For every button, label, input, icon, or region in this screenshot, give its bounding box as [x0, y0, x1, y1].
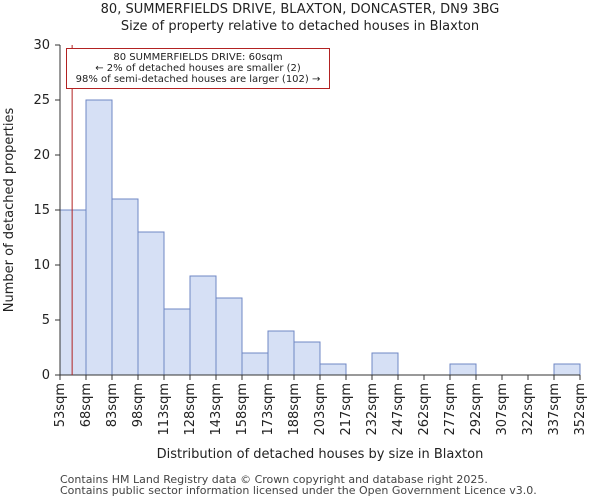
y-tick-label: 5 [42, 313, 50, 328]
x-tick-label: 262sqm [417, 383, 432, 436]
chart-title: Size of property relative to detached ho… [120, 19, 480, 34]
y-tick-label: 30 [33, 38, 50, 53]
histogram-bar [215, 297, 243, 376]
marker-label-line3: 98% of semi-detached houses are larger (… [75, 74, 321, 85]
histogram-bar [553, 363, 581, 376]
y-axis-label: Number of detached properties [2, 108, 17, 313]
x-tick-label: 98sqm [131, 383, 146, 427]
histogram-bar [267, 330, 295, 376]
y-tick-label: 20 [33, 148, 50, 163]
x-tick-label: 53sqm [53, 383, 68, 427]
footer-licence: Contains public sector information licen… [60, 484, 537, 497]
x-tick-label: 247sqm [391, 383, 406, 436]
marker-label-line1: 80 SUMMERFIELDS DRIVE: 60sqm [113, 52, 283, 63]
x-tick-label: 143sqm [209, 383, 224, 436]
x-tick-label: 113sqm [157, 383, 172, 436]
x-tick-label: 173sqm [261, 383, 276, 436]
histogram-bar [293, 341, 321, 376]
histogram-bar [111, 198, 139, 376]
x-tick-label: 337sqm [547, 383, 562, 436]
x-tick-label: 158sqm [235, 383, 250, 436]
x-tick-label: 232sqm [365, 383, 380, 436]
histogram-bar [137, 231, 165, 376]
histogram-bar [59, 209, 87, 376]
histogram-bar [449, 363, 477, 376]
y-tick-label: 25 [33, 93, 50, 108]
histogram-bar [319, 363, 347, 376]
chart-title-address: 80, SUMMERFIELDS DRIVE, BLAXTON, DONCAST… [100, 2, 500, 17]
x-tick-label: 322sqm [521, 383, 536, 436]
x-tick-label: 217sqm [339, 383, 354, 436]
y-tick-label: 10 [33, 258, 50, 273]
histogram-bar [189, 275, 217, 376]
x-axis-label: Distribution of detached houses by size … [157, 447, 484, 462]
x-tick-label: 83sqm [105, 383, 120, 427]
histogram-bar [85, 99, 113, 376]
marker-annotation-box: 80 SUMMERFIELDS DRIVE: 60sqm ← 2% of det… [66, 48, 330, 89]
histogram-bar [163, 308, 191, 376]
x-tick-label: 352sqm [573, 383, 588, 436]
x-tick-label: 68sqm [79, 383, 94, 427]
histogram-bar [371, 352, 399, 376]
marker-label-line2: ← 2% of detached houses are smaller (2) [95, 63, 301, 74]
y-tick-label: 15 [33, 203, 50, 218]
x-tick-label: 292sqm [469, 383, 484, 436]
y-tick-label: 0 [42, 368, 50, 383]
x-tick-label: 203sqm [313, 383, 328, 436]
x-tick-label: 188sqm [287, 383, 302, 436]
footer-copyright: Contains HM Land Registry data © Crown c… [60, 473, 488, 486]
x-tick-label: 277sqm [443, 383, 458, 436]
x-tick-label: 128sqm [183, 383, 198, 436]
histogram-bar [241, 352, 269, 376]
x-tick-label: 307sqm [495, 383, 510, 436]
